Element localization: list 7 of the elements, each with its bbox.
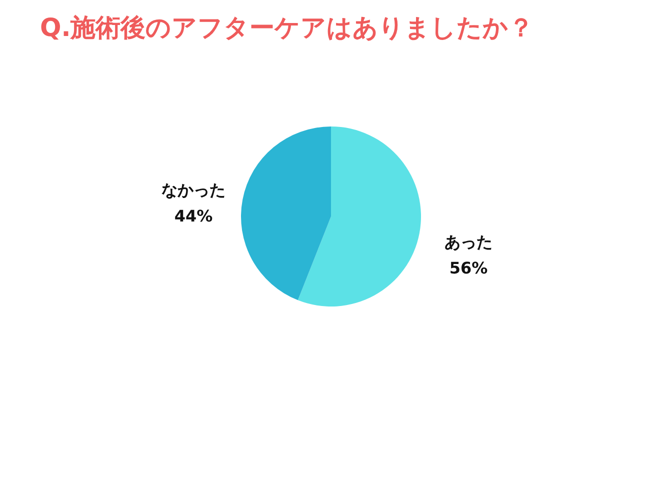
data-label: 56% bbox=[449, 258, 488, 278]
pie-slice bbox=[241, 126, 331, 300]
pie-slice bbox=[298, 126, 421, 306]
slice-label: あった bbox=[444, 232, 493, 252]
chart-title: Q.施術後のアフターケアはありましたか？ bbox=[40, 13, 534, 42]
slice-label: なかった bbox=[161, 180, 226, 200]
data-label: 44% bbox=[174, 206, 213, 226]
